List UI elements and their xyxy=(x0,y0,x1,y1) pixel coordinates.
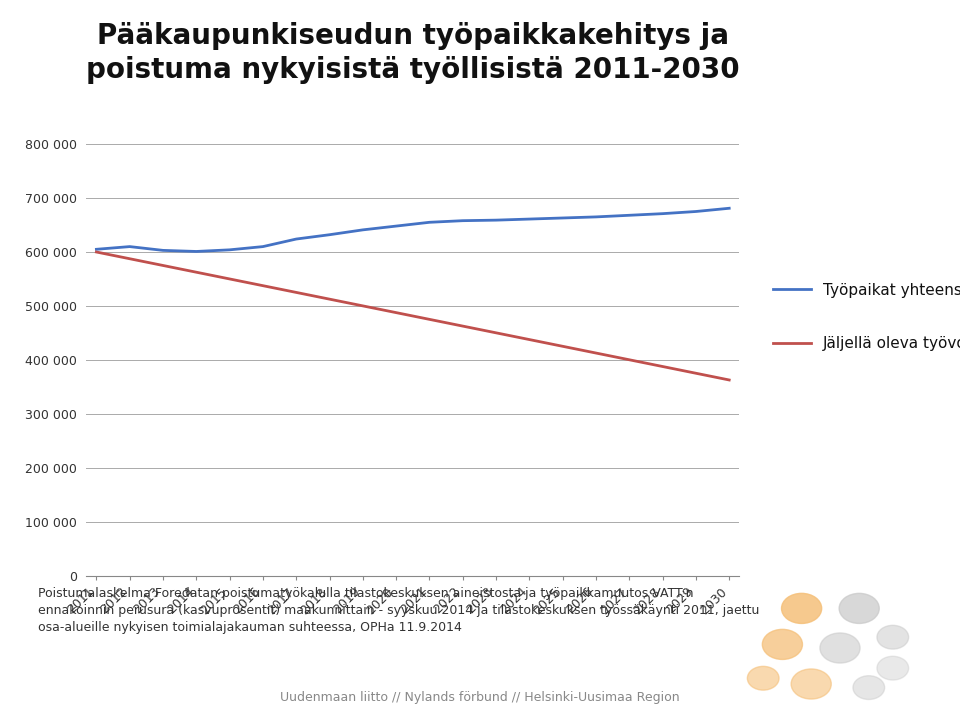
Text: Pääkaupunkiseudun työpaikkakehitys ja
poistuma nykyisistä työllisistä 2011-2030: Pääkaupunkiseudun työpaikkakehitys ja po… xyxy=(86,22,739,84)
Legend: Työpaikat yhteensä, Jäljellä oleva työvoima: Työpaikat yhteensä, Jäljellä oleva työvo… xyxy=(766,276,960,357)
Text: Poistumalaskelma Foredatan poistumatyökalulla tilastokeskuksen aineistosta ja ty: Poistumalaskelma Foredatan poistumatyöka… xyxy=(38,587,759,634)
Text: Uudenmaan liitto // Nylands förbund // Helsinki-Uusimaa Region: Uudenmaan liitto // Nylands förbund // H… xyxy=(280,691,680,704)
